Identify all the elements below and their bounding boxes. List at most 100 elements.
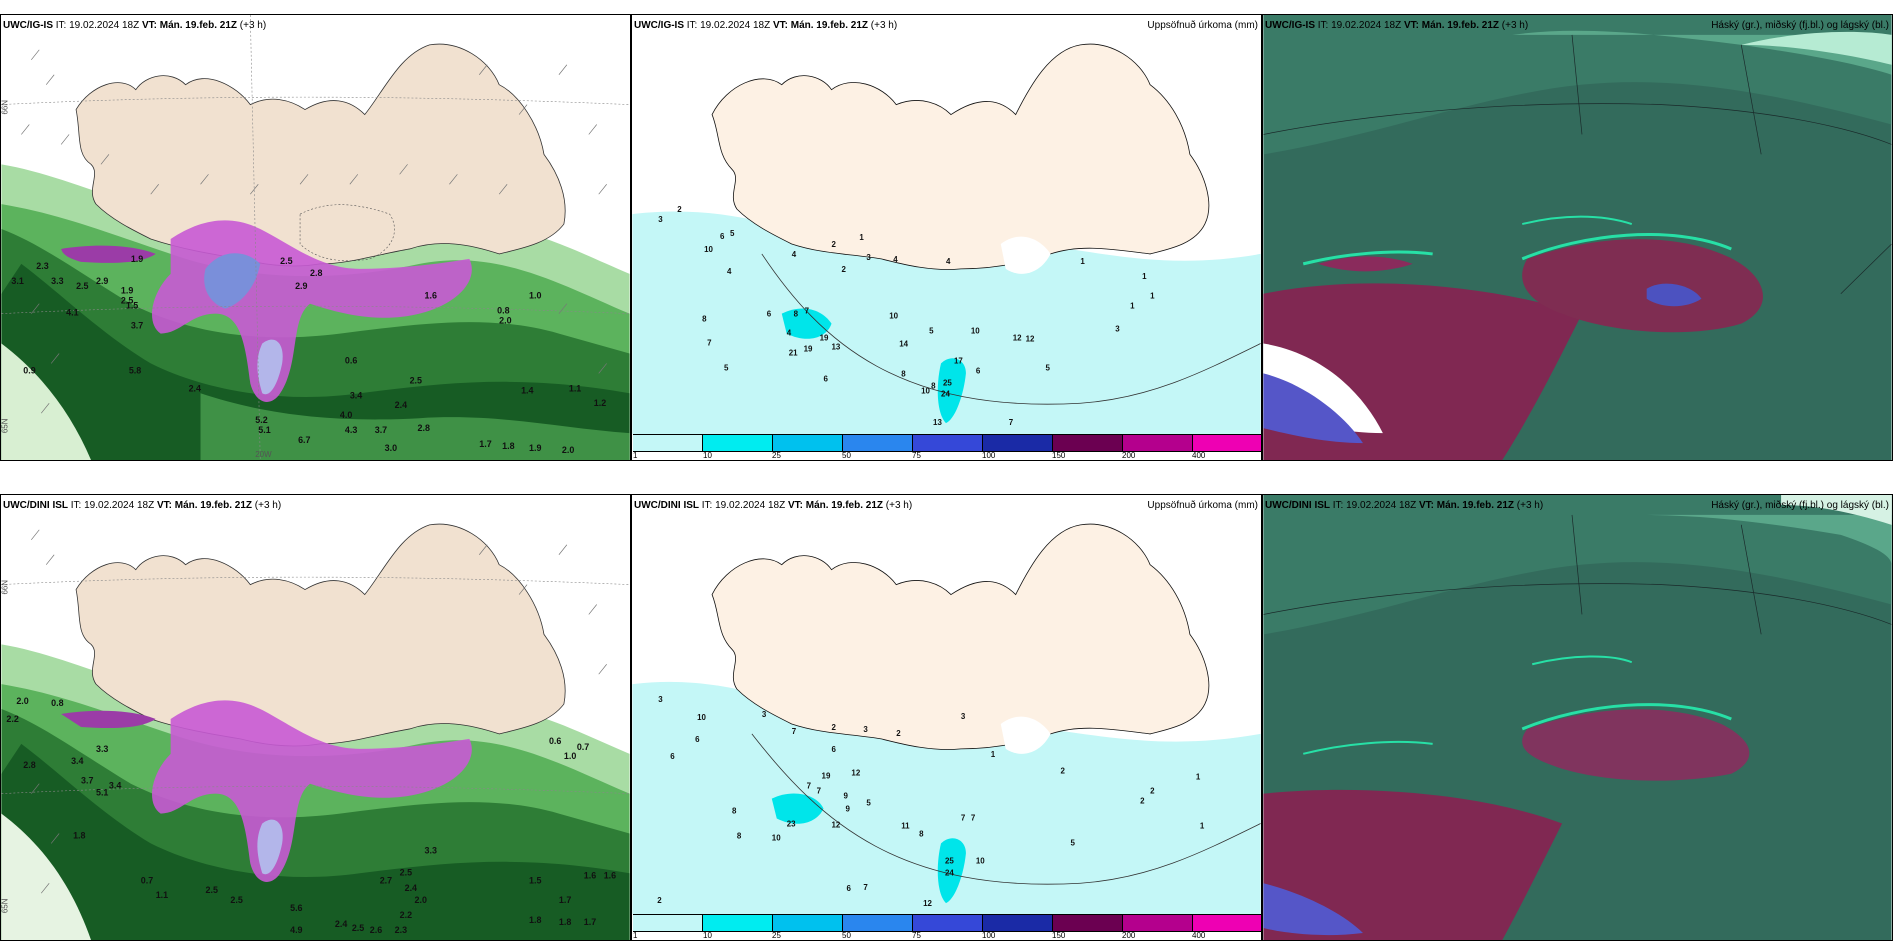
- model-name: UWC/IG-IS: [1265, 20, 1315, 31]
- map-panel-top-left: 66N 65N 20W 1.9 2.3 3.1 3.3 2.5 2.9 1.9 …: [0, 14, 631, 461]
- colorbar-label: 10: [703, 451, 712, 460]
- precip-value: 24: [941, 389, 950, 398]
- wind-value: 2.2: [400, 910, 412, 920]
- lead-time: (+3 h): [239, 20, 267, 31]
- wind-value: 1.8: [73, 830, 85, 840]
- wind-value: 5.8: [129, 365, 141, 375]
- precip-value: 6: [767, 310, 772, 319]
- wind-value: 1.7: [559, 895, 571, 905]
- wind-precip-map-top: 66N 65N 20W 1.9 2.3 3.1 3.3 2.5 2.9 1.9 …: [1, 15, 630, 460]
- colorbar-swatch: [1193, 915, 1261, 931]
- precip-value: 8: [702, 315, 707, 324]
- vt-label: VT:: [772, 20, 788, 31]
- wind-value: 2.0: [415, 895, 427, 905]
- wind-value: 3.0: [385, 443, 397, 453]
- panel-header: UWC/IG-IS IT: 19.02.2024 18Z VT: Mán. 19…: [634, 20, 897, 31]
- panel-header: UWC/IG-IS IT: 19.02.2024 18Z VT: Mán. 19…: [1265, 20, 1528, 31]
- precip-value: 6: [720, 232, 725, 241]
- colorbar-labels: 1 10 25 50 75 100 150 200 400: [632, 931, 1261, 940]
- precip-value: 10: [971, 327, 980, 336]
- wind-value: 1.6: [584, 870, 596, 880]
- it-value: 19.02.2024 18Z: [84, 500, 155, 511]
- wind-value: 1.8: [529, 915, 541, 925]
- wind-value: 1.4: [521, 385, 533, 395]
- wind-value: 2.5: [230, 895, 242, 905]
- wind-value: 2.9: [295, 281, 307, 291]
- precip-value: 8: [794, 310, 799, 319]
- precip-value: 2: [657, 896, 662, 905]
- panel-header: UWC/IG-IS IT: 19.02.2024 18Z VT: Mán. 19…: [3, 20, 266, 31]
- precip-value: 2: [1060, 767, 1065, 776]
- precip-value: 14: [899, 340, 908, 349]
- wind-value: 0.9: [23, 365, 35, 375]
- wind-value: 0.7: [141, 875, 153, 885]
- vt-label: VT:: [141, 20, 157, 31]
- lat-label-66n: 66N: [1, 580, 9, 595]
- wind-value: 4.1: [66, 308, 78, 318]
- precip-value: 1: [1200, 822, 1205, 831]
- precip-value: 12: [1026, 335, 1035, 344]
- precip-value: 4: [792, 250, 797, 259]
- precip-value: 8: [737, 831, 742, 840]
- precip-value: 3: [1115, 325, 1120, 334]
- wind-value: 2.3: [36, 261, 48, 271]
- model-name: UWC/DINI ISL: [3, 500, 68, 511]
- colorbar-swatch: [1123, 915, 1193, 931]
- wind-value: 2.4: [335, 919, 347, 929]
- colorbar-swatch: [633, 435, 703, 451]
- wind-value: 2.3: [395, 925, 407, 935]
- wind-value: 1.0: [564, 751, 576, 761]
- cloud-map-top: [1263, 15, 1892, 460]
- colorbar-swatch: [843, 435, 913, 451]
- precip-value: 2: [896, 729, 901, 738]
- precip-value: 1: [1080, 257, 1085, 266]
- colorbar-label: 1: [633, 451, 638, 460]
- vt-value: Mán. 19.feb. 21Z: [805, 500, 883, 511]
- wind-value: 3.4: [109, 781, 121, 791]
- precip-value: 13: [832, 342, 841, 351]
- precip-value: 9: [843, 792, 848, 801]
- vt-label: VT:: [156, 500, 172, 511]
- precip-value: 12: [851, 769, 860, 778]
- colorbar-swatch: [983, 435, 1053, 451]
- precip-value: 10: [921, 386, 930, 395]
- precip-value: 11: [901, 822, 910, 831]
- wind-value: 0.8: [51, 698, 63, 708]
- map-panel-bottom-right: UWC/DINI ISL IT: 19.02.2024 18Z VT: Mán.…: [1262, 494, 1893, 941]
- precip-value: 7: [971, 814, 976, 823]
- wind-value: 6.7: [298, 435, 310, 445]
- it-label: IT:: [1332, 500, 1344, 511]
- wind-value: 3.4: [71, 756, 83, 766]
- wind-value: 2.8: [23, 760, 35, 770]
- wind-value: 5.6: [290, 903, 302, 913]
- precip-value: 7: [863, 883, 868, 892]
- lead-time: (+3 h): [870, 20, 898, 31]
- colorbar-swatches: [633, 914, 1261, 932]
- precip-value: 2: [677, 205, 682, 214]
- precip-value: 10: [889, 312, 898, 321]
- it-label: IT:: [701, 500, 713, 511]
- vt-label: VT:: [1403, 20, 1419, 31]
- colorbar-label: 400: [1192, 931, 1206, 940]
- wind-value: 0.7: [577, 742, 589, 752]
- precip-value: 13: [933, 418, 942, 427]
- it-value: 19.02.2024 18Z: [69, 20, 140, 31]
- precip-value: 7: [961, 814, 966, 823]
- precip-value: 6: [832, 745, 837, 754]
- map-panel-top-right: UWC/IG-IS IT: 19.02.2024 18Z VT: Mán. 19…: [1262, 14, 1893, 461]
- precip-value: 4: [946, 257, 951, 266]
- colorbar-swatch: [1193, 435, 1261, 451]
- vt-value: Mán. 19.feb. 21Z: [159, 20, 237, 31]
- precip-value: 6: [846, 884, 851, 893]
- wind-value: 1.2: [594, 398, 606, 408]
- precip-value: 6: [976, 366, 981, 375]
- lat-label-66n: 66N: [1, 100, 9, 115]
- wind-value: 2.0: [499, 316, 511, 326]
- precip-value: 10: [976, 856, 985, 865]
- wind-value: 1.8: [559, 917, 571, 927]
- colorbar-label: 200: [1122, 451, 1136, 460]
- precip-value: 1: [859, 233, 864, 242]
- precip-value: 8: [919, 829, 924, 838]
- vt-value: Mán. 19.feb. 21Z: [1421, 20, 1499, 31]
- wind-value: 5.1: [258, 425, 270, 435]
